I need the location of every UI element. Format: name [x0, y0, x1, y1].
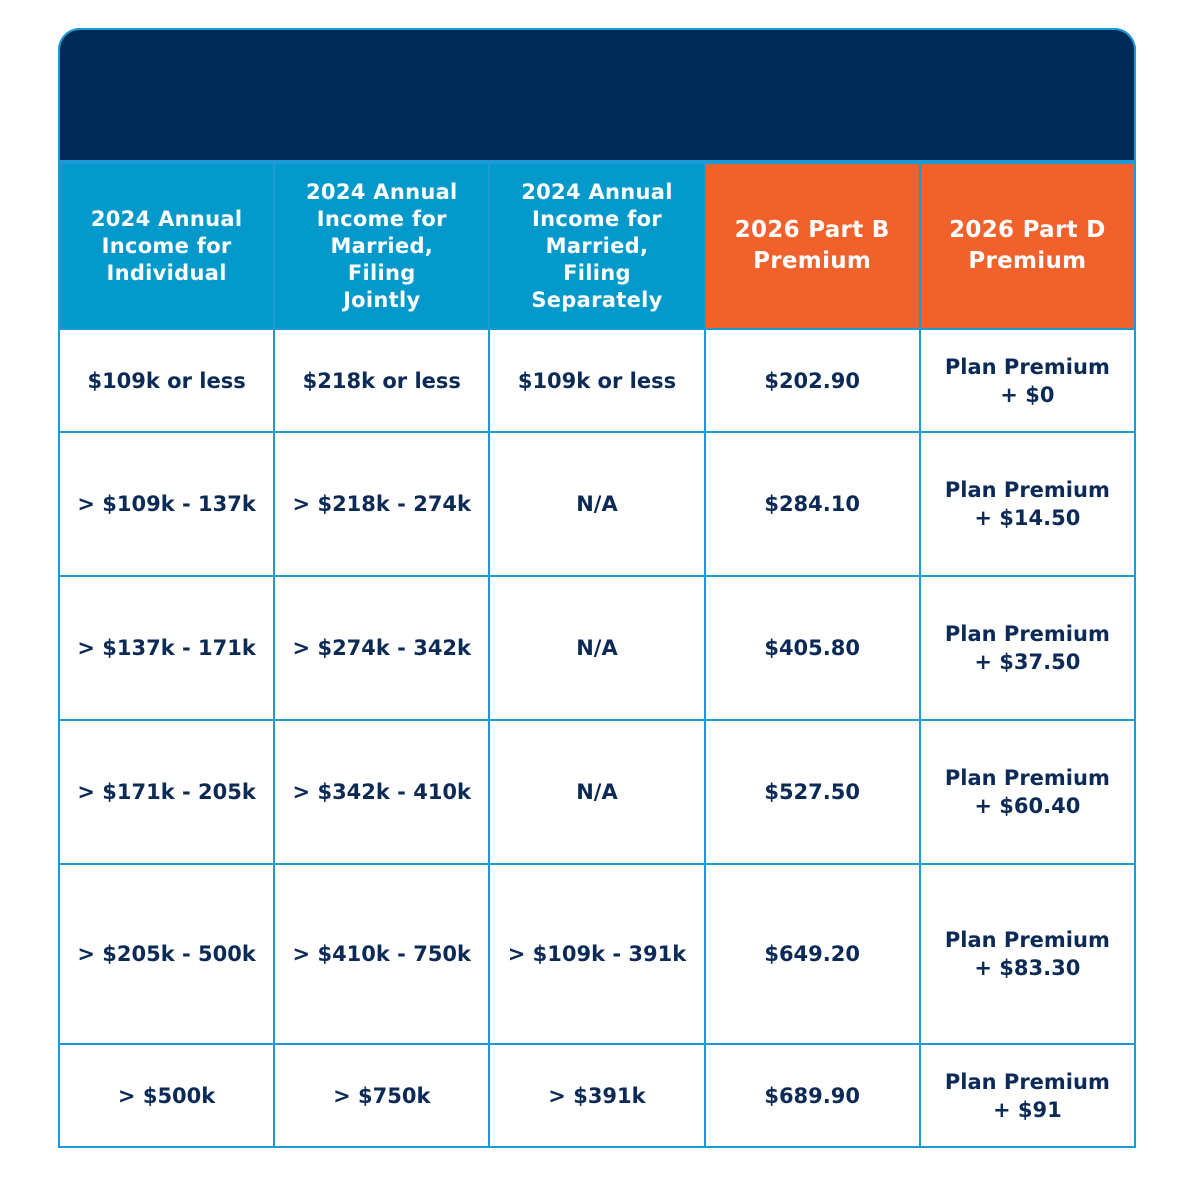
title-banner [58, 28, 1136, 162]
header-married-separately-income: 2024 Annual Income for Married, Filing S… [488, 162, 706, 330]
cell-individual-income: > $109k - 137k [57, 431, 276, 577]
header-individual-income: 2024 Annual Income for Individual [57, 162, 276, 330]
cell-separately-income: $109k or less [488, 328, 706, 433]
cell-part-d-premium: Plan Premium + $14.50 [918, 431, 1137, 577]
table-row: > $171k - 205k > $342k - 410k N/A $527.5… [57, 719, 1137, 865]
cell-individual-income: > $500k [57, 1043, 276, 1148]
cell-part-b-premium: $405.80 [703, 575, 921, 721]
cell-jointly-income: > $410k - 750k [273, 863, 491, 1045]
table-header-row: 2024 Annual Income for Individual 2024 A… [57, 162, 1137, 330]
cell-jointly-income: > $218k - 274k [273, 431, 491, 577]
cell-part-d-premium: Plan Premium + $37.50 [918, 575, 1137, 721]
cell-part-d-premium: Plan Premium + $83.30 [918, 863, 1137, 1045]
cell-jointly-income: > $342k - 410k [273, 719, 491, 865]
header-part-d-premium: 2026 Part D Premium [918, 162, 1137, 330]
cell-separately-income: N/A [488, 431, 706, 577]
cell-individual-income: $109k or less [57, 328, 276, 433]
table-row: > $500k > $750k > $391k $689.90 Plan Pre… [57, 1043, 1137, 1148]
cell-separately-income: > $391k [488, 1043, 706, 1148]
table-row: > $137k - 171k > $274k - 342k N/A $405.8… [57, 575, 1137, 721]
cell-individual-income: > $137k - 171k [57, 575, 276, 721]
table-row: $109k or less $218k or less $109k or les… [57, 328, 1137, 433]
cell-separately-income: N/A [488, 575, 706, 721]
cell-part-b-premium: $284.10 [703, 431, 921, 577]
cell-jointly-income: > $274k - 342k [273, 575, 491, 721]
cell-part-d-premium: Plan Premium + $91 [918, 1043, 1137, 1148]
cell-individual-income: > $171k - 205k [57, 719, 276, 865]
cell-part-b-premium: $202.90 [703, 328, 921, 433]
cell-jointly-income: $218k or less [273, 328, 491, 433]
header-part-b-premium: 2026 Part B Premium [703, 162, 921, 330]
irmaa-premium-table: 2024 Annual Income for Individual 2024 A… [57, 162, 1137, 1148]
cell-part-b-premium: $649.20 [703, 863, 921, 1045]
cell-separately-income: N/A [488, 719, 706, 865]
cell-part-b-premium: $527.50 [703, 719, 921, 865]
cell-part-b-premium: $689.90 [703, 1043, 921, 1148]
premium-table-card: 2024 Annual Income for Individual 2024 A… [57, 28, 1137, 1148]
cell-individual-income: > $205k - 500k [57, 863, 276, 1045]
cell-jointly-income: > $750k [273, 1043, 491, 1148]
table-row: > $205k - 500k > $410k - 750k > $109k - … [57, 863, 1137, 1045]
cell-part-d-premium: Plan Premium + $0 [918, 328, 1137, 433]
cell-separately-income: > $109k - 391k [488, 863, 706, 1045]
table-row: > $109k - 137k > $218k - 274k N/A $284.1… [57, 431, 1137, 577]
header-married-jointly-income: 2024 Annual Income for Married, Filing J… [273, 162, 491, 330]
cell-part-d-premium: Plan Premium + $60.40 [918, 719, 1137, 865]
